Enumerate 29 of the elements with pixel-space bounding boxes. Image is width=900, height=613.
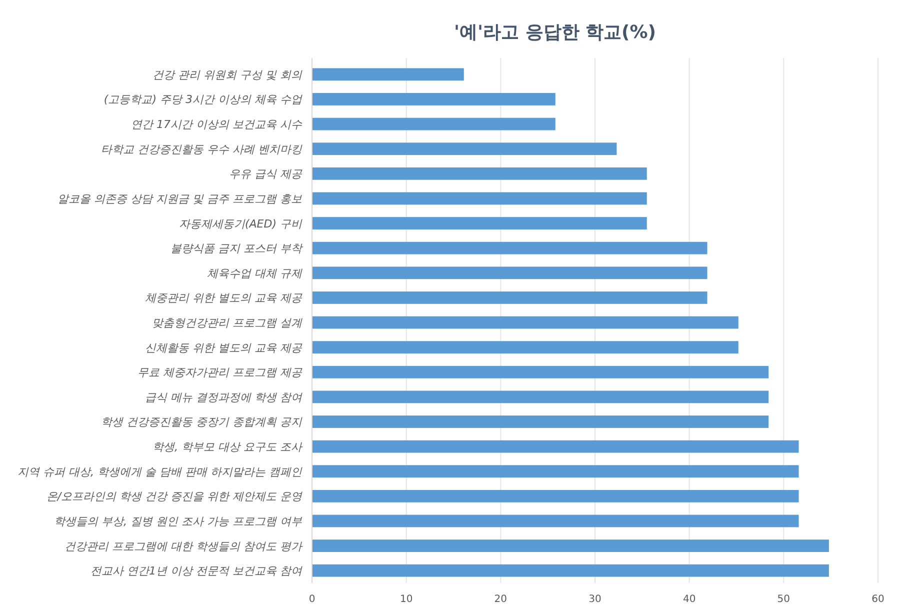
y-tick-label: 지역 슈퍼 대상, 학생에게 술 담배 판매 하지말라는 캠페인 bbox=[18, 465, 303, 478]
y-tick-label: 체중관리 위한 별도의 교육 제공 bbox=[145, 292, 303, 305]
y-tick-label: 타학교 건강증진활동 우수 사례 벤치마킹 bbox=[101, 142, 303, 156]
y-tick-label: 온/오프라인의 학생 건강 증진을 위한 제안제도 운영 bbox=[46, 490, 303, 504]
x-tick-label: 0 bbox=[308, 594, 316, 605]
y-tick-label: 급식 메뉴 결정과정에 학생 참여 bbox=[145, 390, 303, 404]
y-tick-label: 체육수업 대체 규제 bbox=[207, 266, 303, 280]
y-tick-label: (고등학교) 주당 3시간 이상의 체육 수업 bbox=[104, 93, 303, 106]
y-tick-label: 신체활동 위한 별도의 교육 제공 bbox=[145, 341, 303, 354]
chart-title: '예'라고 응답한 학교(%) bbox=[454, 22, 656, 43]
x-tick-label: 60 bbox=[872, 594, 884, 605]
y-tick-label: 연간 17시간 이상의 보건교육 시수 bbox=[131, 118, 303, 132]
y-tick-label: 우유 급식 제공 bbox=[229, 168, 303, 181]
x-tick-label: 20 bbox=[494, 594, 508, 605]
y-tick-label: 건강관리 프로그램에 대한 학생들의 참여도 평가 bbox=[64, 540, 303, 553]
y-tick-label: 학생들의 부상, 질병 원인 조사 가능 프로그램 여부 bbox=[54, 514, 303, 528]
y-tick-label: 자동제세동기(AED) 구비 bbox=[178, 217, 303, 230]
x-tick-label: 40 bbox=[682, 594, 696, 605]
x-tick-label: 30 bbox=[588, 594, 602, 605]
x-tick-label: 50 bbox=[777, 594, 790, 605]
y-tick-label: 건강 관리 위원회 구성 및 회의 bbox=[152, 68, 303, 82]
y-tick-label: 알코올 의존증 상담 지원금 및 금주 프로그램 홍보 bbox=[58, 192, 302, 206]
x-tick-label: 10 bbox=[400, 594, 413, 605]
y-tick-label: 불량식품 금지 포스터 부착 bbox=[170, 242, 304, 256]
y-tick-label: 맞춤형건강관리 프로그램 설계 bbox=[152, 316, 303, 330]
y-tick-label: 학생 건강증진활동 중장기 종합계획 공지 bbox=[101, 416, 303, 429]
y-tick-label: 전교사 연간1년 이상 전문적 보건교육 참여 bbox=[90, 564, 303, 578]
y-tick-label: 학생, 학부모 대상 요구도 조사 bbox=[152, 440, 303, 454]
y-tick-label: 무료 체중자가관리 프로그램 제공 bbox=[138, 366, 303, 380]
